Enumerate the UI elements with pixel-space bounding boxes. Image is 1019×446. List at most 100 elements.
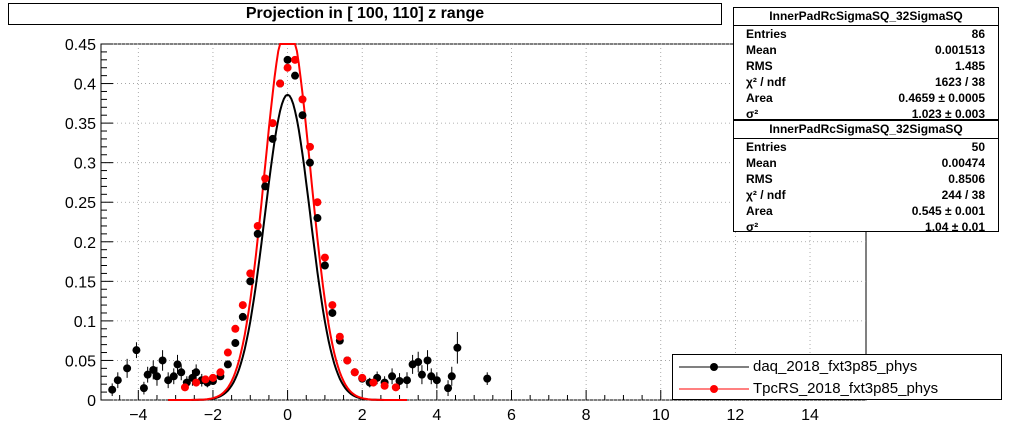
data-point-tpcrs <box>380 381 389 390</box>
legend-marker-daq <box>679 363 749 371</box>
y-tick-label: 0.3 <box>74 156 96 173</box>
stats-label: Mean <box>746 156 777 170</box>
tick-labels: −4 −2 0 2 4 6 8 10 12 14 0 0.05 0.1 0.15 0.2 0.25 0.3 0.3… <box>65 37 819 424</box>
x-tick-label: 14 <box>801 407 819 424</box>
legend-entry-tpcrs: TpcRS_2018_fxt3p85_phys <box>673 378 1003 400</box>
stats-value: 244 / 38 <box>941 188 985 202</box>
x-tick-label: 2 <box>358 407 367 424</box>
data-point-tpcrs <box>391 383 400 392</box>
y-tick-label: 0.4 <box>74 77 96 94</box>
data-point-tpcrs <box>320 253 329 262</box>
data-point-tpcrs <box>343 356 352 365</box>
legend-label-tpcrs: TpcRS_2018_fxt3p85_phys <box>753 380 939 397</box>
data-point-daq <box>223 360 232 369</box>
data-point-daq <box>139 384 148 393</box>
stats-label: RMS <box>746 172 773 186</box>
y-tick-label: 0.2 <box>74 235 96 252</box>
data-point-daq <box>313 214 322 223</box>
stats-value: 86 <box>971 27 985 41</box>
data-point-daq <box>447 372 456 381</box>
data-point-daq <box>173 360 182 369</box>
stats-label: σ² <box>746 107 759 121</box>
stats-value: 0.00474 <box>941 156 985 170</box>
y-tick-label: 0.35 <box>65 116 96 133</box>
stats-value: 1623 / 38 <box>934 75 985 89</box>
stats-row-area: Area 0.4659 ± 0.0005 <box>734 90 998 106</box>
legend: daq_2018_fxt3p85_phys TpcRS_2018_fxt3p85… <box>672 354 1002 400</box>
stats-value: 1.04 ± 0.01 <box>925 220 985 234</box>
data-point-tpcrs <box>313 198 322 207</box>
data-point-tpcrs <box>201 375 210 384</box>
data-point-daq <box>231 339 240 348</box>
stats-label: Entries <box>746 27 787 41</box>
stats-value: 0.4659 ± 0.0005 <box>898 91 985 105</box>
data-point-daq <box>246 277 255 286</box>
plot-title: Projection in [ 100, 110] z range <box>8 3 722 25</box>
x-tick-label: −2 <box>204 407 222 424</box>
data-point-daq <box>192 368 201 377</box>
x-tick-label: 12 <box>726 407 744 424</box>
x-tick-label: 0 <box>283 407 292 424</box>
data-point-daq <box>328 308 337 317</box>
stats-box-title: InnerPadRcSigmaSQ_32SigmaSQ <box>734 121 998 139</box>
data-point-tpcrs <box>298 95 307 104</box>
stats-label: χ² / ndf <box>746 188 786 202</box>
data-point-daq <box>143 370 152 379</box>
data-point-tpcrs <box>246 269 255 278</box>
data-point-daq <box>291 71 300 80</box>
stats-value: 1.023 ± 0.003 <box>911 107 985 121</box>
data-point-tpcrs <box>328 301 337 310</box>
stats-label: RMS <box>746 59 773 73</box>
legend-marker-tpcrs <box>679 385 749 393</box>
data-point-tpcrs <box>305 142 314 151</box>
y-tick-label: 0.25 <box>65 195 96 212</box>
data-point-tpcrs <box>350 368 359 377</box>
data-point-tpcrs <box>223 348 232 357</box>
data-point-tpcrs <box>253 221 262 230</box>
data-point-tpcrs <box>192 378 201 387</box>
stats-row-sigma2: σ² 1.04 ± 0.01 <box>734 219 998 235</box>
data-point-daq <box>423 356 432 365</box>
data-points <box>108 55 492 397</box>
data-point-daq <box>444 384 453 393</box>
stats-label: σ² <box>746 220 759 234</box>
stats-value: 0.8506 <box>948 172 985 186</box>
stats-row-rms: RMS 1.485 <box>734 58 998 74</box>
y-tick-label: 0.15 <box>65 274 96 291</box>
stats-row-entries: Entries 86 <box>734 26 998 42</box>
data-point-tpcrs <box>291 55 300 64</box>
stats-value: 1.485 <box>954 59 985 73</box>
data-point-tpcrs <box>276 79 285 88</box>
stats-row-area: Area 0.545 ± 0.001 <box>734 203 998 219</box>
data-point-daq <box>123 364 132 373</box>
data-point-daq <box>108 385 117 394</box>
data-point-tpcrs <box>283 63 292 72</box>
data-point-daq <box>453 343 462 352</box>
stats-box-title: InnerPadRcSigmaSQ_32SigmaSQ <box>734 8 998 26</box>
data-point-daq <box>253 229 262 238</box>
x-tick-label: 8 <box>582 407 591 424</box>
data-point-daq <box>238 312 247 321</box>
data-point-daq <box>113 376 122 385</box>
stats-value: 0.545 ± 0.001 <box>911 204 985 218</box>
data-point-daq <box>427 372 436 381</box>
data-point-tpcrs <box>180 383 189 392</box>
legend-entry-daq: daq_2018_fxt3p85_phys <box>673 356 1003 378</box>
data-point-daq <box>132 346 141 355</box>
stats-value: 0.001513 <box>934 43 985 57</box>
data-point-daq <box>152 372 161 381</box>
data-point-daq <box>483 374 492 383</box>
data-point-tpcrs <box>335 332 344 341</box>
data-point-daq <box>417 370 426 379</box>
data-point-daq <box>298 111 307 120</box>
x-tick-label: 10 <box>652 407 670 424</box>
data-point-tpcrs <box>261 174 270 183</box>
stats-label: Entries <box>746 140 787 154</box>
data-point-daq <box>169 372 178 381</box>
data-point-daq <box>164 376 173 385</box>
stats-box-daq: InnerPadRcSigmaSQ_32SigmaSQ Entries 86 Me… <box>733 7 999 121</box>
data-point-daq <box>432 376 441 385</box>
data-point-daq <box>158 356 167 365</box>
fit-curve-1 <box>168 43 407 401</box>
